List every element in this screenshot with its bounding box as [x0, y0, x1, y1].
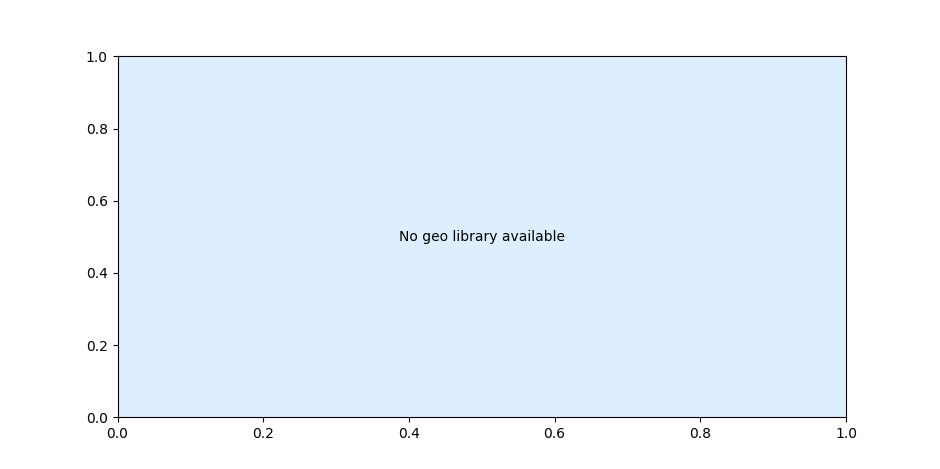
Text: No geo library available: No geo library available — [399, 230, 565, 244]
